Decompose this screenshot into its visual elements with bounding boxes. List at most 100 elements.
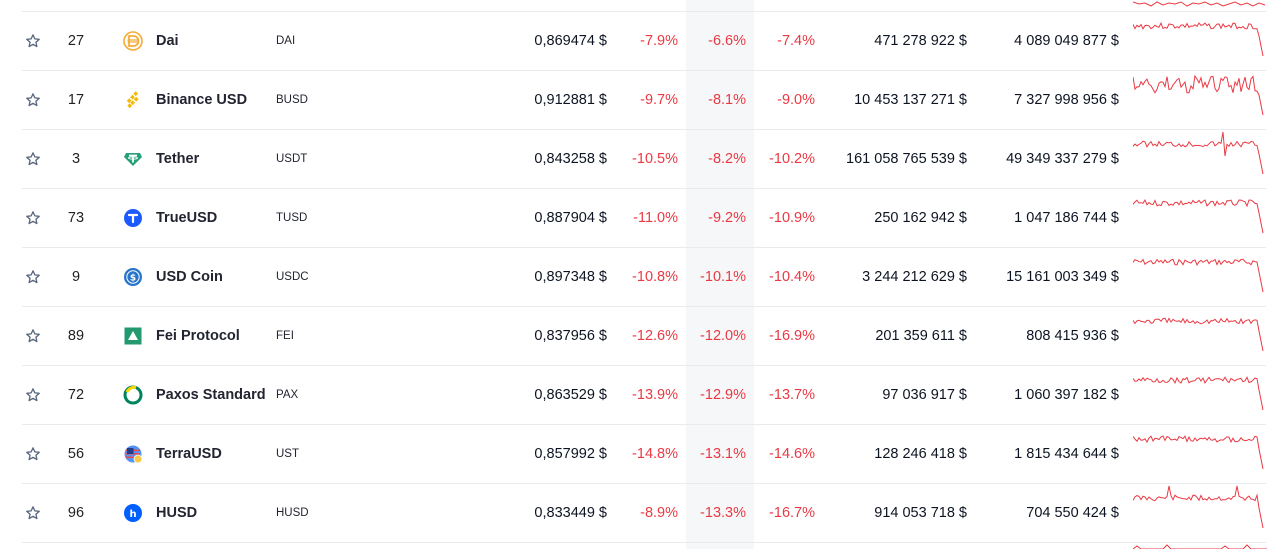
terrausd-icon <box>122 425 144 483</box>
row-divider <box>22 365 1266 366</box>
coin-symbol: HUSD <box>276 507 309 519</box>
change-1h-cell: -8.9% <box>640 505 678 521</box>
change-7d-cell: -16.9% <box>769 328 815 344</box>
coin-name[interactable]: TrueUSD <box>156 210 218 226</box>
price-cell: 0,833449 $ <box>534 505 607 521</box>
table-row[interactable]: 72 Paxos Standard PAX 0,863529 $ -13.9% -12.9… <box>0 366 1280 425</box>
market-cap-cell: 10 453 137 271 $ <box>854 92 967 108</box>
change-7d-cell: -10.9% <box>769 210 815 226</box>
usd-coin-icon: $ <box>122 248 144 306</box>
change-24h-cell: -13.1% <box>700 446 746 462</box>
sparkline-line <box>1133 258 1264 293</box>
dai-icon <box>122 12 144 70</box>
price-cell: 0,887904 $ <box>534 210 607 226</box>
change-24h-cell: -8.1% <box>708 92 746 108</box>
price-cell: 0,837956 $ <box>534 328 607 344</box>
svg-text:h: h <box>129 509 136 520</box>
rank-cell: 96 <box>67 505 85 521</box>
market-cap-cell: 914 053 718 $ <box>874 505 967 521</box>
paxos-standard-icon <box>122 366 144 424</box>
tether-icon <box>122 130 144 188</box>
binance-usd-icon <box>122 71 144 129</box>
svg-text:$: $ <box>130 273 136 283</box>
market-cap-cell: 161 058 765 539 $ <box>846 151 967 167</box>
change-7d-cell: -14.6% <box>769 446 815 462</box>
watchlist-star-icon[interactable] <box>22 189 44 247</box>
sparkline-chart <box>1133 130 1267 188</box>
watchlist-star-icon[interactable] <box>22 366 44 424</box>
coin-name[interactable]: Paxos Standard <box>156 387 266 403</box>
sorted-column-highlight <box>686 0 754 549</box>
watchlist-star-icon[interactable] <box>22 71 44 129</box>
sparkline-chart <box>1133 248 1267 306</box>
rank-cell: 9 <box>71 269 81 285</box>
change-24h-cell: -8.2% <box>708 151 746 167</box>
table-row[interactable]: 89 Fei Protocol FEI 0,837956 $ -12.6% -12.0% -… <box>0 307 1280 366</box>
sparkline-line <box>1133 131 1264 175</box>
change-1h-cell: -10.8% <box>632 269 678 285</box>
price-cell: 0,857992 $ <box>534 446 607 462</box>
change-24h-cell: -12.0% <box>700 328 746 344</box>
sparkline-chart <box>1133 189 1267 247</box>
change-7d-cell: -16.7% <box>769 505 815 521</box>
coin-name[interactable]: Tether <box>156 151 200 167</box>
watchlist-star-icon[interactable] <box>22 425 44 483</box>
coin-name[interactable]: USD Coin <box>156 269 223 285</box>
table-row[interactable]: 56 TerraUSD UST 0,857992 $ -14.8% -13.1% -14.6… <box>0 425 1280 484</box>
watchlist-star-icon[interactable] <box>22 307 44 365</box>
change-24h-cell: -13.3% <box>700 505 746 521</box>
coin-name[interactable]: HUSD <box>156 505 198 521</box>
sparkline-chart <box>1133 71 1267 129</box>
sparkline-line <box>1133 485 1264 529</box>
row-divider <box>22 424 1266 425</box>
row-divider <box>22 542 1266 543</box>
price-cell: 0,912881 $ <box>534 92 607 108</box>
change-1h-cell: -11.0% <box>633 210 678 226</box>
watchlist-star-icon[interactable] <box>22 484 44 542</box>
sparkline-line <box>1133 74 1264 116</box>
sparkline-chart <box>1133 425 1267 483</box>
row-divider <box>22 11 1266 12</box>
sparkline-chart <box>1133 484 1267 542</box>
change-1h-cell: -13.9% <box>632 387 678 403</box>
price-cell: 0,869474 $ <box>534 33 607 49</box>
coin-name[interactable]: Fei Protocol <box>156 328 240 344</box>
sparkline-line <box>1133 317 1264 352</box>
table-row[interactable]: 96 h HUSD HUSD 0,833449 $ -8.9% -13.3% -16.7% 91… <box>0 484 1280 543</box>
table-row[interactable]: 73 TrueUSD TUSD 0,887904 $ -11.0% -9.2% -10.9%… <box>0 189 1280 248</box>
coin-name[interactable]: Binance USD <box>156 92 248 108</box>
table-row[interactable]: 9 $ USD Coin USDC 0,897348 $ -10.8% -10.1% -10.… <box>0 248 1280 307</box>
trueusd-icon <box>122 189 144 247</box>
change-24h-cell: -12.9% <box>700 387 746 403</box>
market-cap-cell: 97 036 917 $ <box>882 387 967 403</box>
volume-cell: 4 089 049 877 $ <box>1014 33 1119 49</box>
row-divider <box>22 70 1266 71</box>
price-cell: 0,863529 $ <box>534 387 607 403</box>
coin-symbol: UST <box>276 448 299 460</box>
change-1h-cell: -7.9% <box>640 33 678 49</box>
sparkline-line <box>1133 435 1264 470</box>
volume-cell: 49 349 337 279 $ <box>1006 151 1119 167</box>
change-7d-cell: -13.7% <box>769 387 815 403</box>
rank-cell: 73 <box>67 210 85 226</box>
watchlist-star-icon[interactable] <box>22 130 44 188</box>
watchlist-star-icon[interactable] <box>22 248 44 306</box>
coin-name[interactable]: TerraUSD <box>156 446 222 462</box>
volume-cell: 808 415 936 $ <box>1026 328 1119 344</box>
watchlist-star-icon[interactable] <box>22 12 44 70</box>
price-cell: 0,897348 $ <box>534 269 607 285</box>
coin-name[interactable]: Dai <box>156 33 179 49</box>
table-row[interactable]: 17 Binance USD BUSD 0,912881 $ -9.7% -8.1% -9.… <box>0 71 1280 130</box>
coin-symbol: FEI <box>276 330 294 342</box>
sparkline-partial-bottom <box>1133 544 1267 549</box>
table-row[interactable]: 27 Dai DAI 0,869474 $ -7.9% -6.6% -7.4% 471 278… <box>0 12 1280 71</box>
table-row[interactable]: 3 Tether USDT 0,843258 $ -10.5% -8.2% -10.2% 16… <box>0 130 1280 189</box>
sparkline-partial-top <box>1133 1 1266 7</box>
market-cap-cell: 3 244 212 629 $ <box>862 269 967 285</box>
sparkline-chart <box>1133 307 1267 365</box>
market-cap-cell: 201 359 611 $ <box>875 328 967 344</box>
market-cap-cell: 250 162 942 $ <box>874 210 967 226</box>
rank-cell: 89 <box>67 328 85 344</box>
coin-symbol: USDC <box>276 271 309 283</box>
